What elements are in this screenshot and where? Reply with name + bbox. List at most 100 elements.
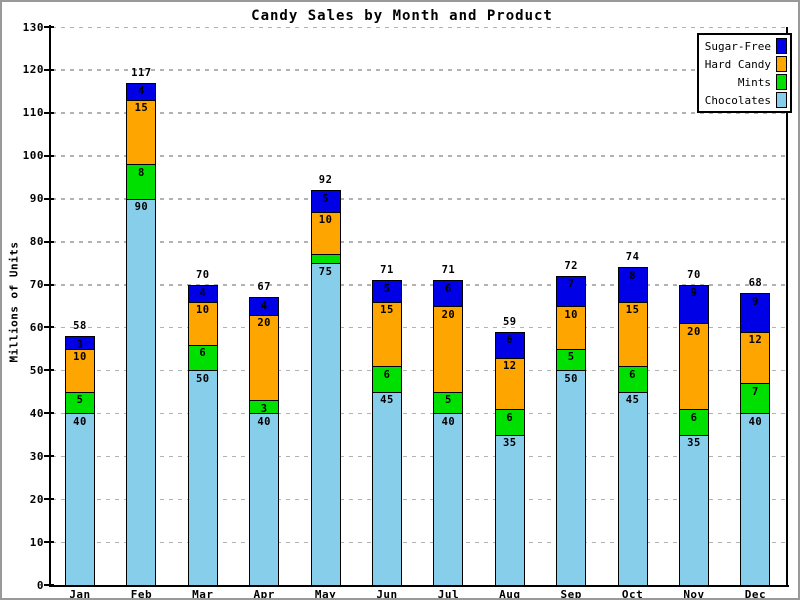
x-tick-label: Nov <box>683 588 705 600</box>
y-axis-line <box>49 25 51 587</box>
x-tick-label: May <box>314 588 337 600</box>
legend-swatch <box>776 56 787 72</box>
bar-segment <box>65 336 95 349</box>
segment-value-label: 6 <box>199 347 207 360</box>
gridline <box>52 498 785 501</box>
segment-value-label: 40 <box>441 415 456 428</box>
x-tick-label: Dec <box>744 588 767 600</box>
y-tick-label: 50 <box>29 363 44 377</box>
segment-value-label: 5 <box>567 351 575 364</box>
y-tick-label: 110 <box>22 106 44 120</box>
bar-segment <box>617 366 648 392</box>
segment-value-label: 20 <box>257 317 272 330</box>
bar-segment <box>65 348 95 392</box>
bar-segment <box>617 391 648 585</box>
bar-segment <box>310 190 341 212</box>
gridline <box>52 198 785 200</box>
segment-value-label: 6 <box>444 282 452 295</box>
x-axis-line <box>49 585 789 587</box>
x-tick-label: Feb <box>130 588 153 600</box>
bar-segment <box>126 82 157 100</box>
bar-segment <box>126 164 157 199</box>
legend-swatch <box>776 38 787 54</box>
gridline <box>52 284 785 286</box>
legend-label: Hard Candy <box>704 57 771 71</box>
bar-segment <box>65 391 95 414</box>
gridline <box>52 241 785 243</box>
segment-value-label: 5 <box>322 192 329 205</box>
segment-value-label: 50 <box>564 372 579 385</box>
bar-segment <box>740 331 771 384</box>
segment-value-label: 9 <box>690 287 698 300</box>
bar-segment <box>617 301 648 367</box>
y-tick-label: 90 <box>29 192 44 206</box>
segment-value-label: 10 <box>73 351 87 364</box>
segment-value-label: 6 <box>383 368 391 381</box>
bar-total-label: 70 <box>687 268 701 281</box>
gridline <box>52 326 785 329</box>
segment-value-label: 5 <box>76 394 84 407</box>
segment-value-label: 35 <box>502 437 517 450</box>
y-tick-label: 70 <box>29 278 44 292</box>
bar-total-label: 74 <box>625 251 640 264</box>
segment-value-label: 15 <box>134 102 149 115</box>
y-tick-label: 30 <box>29 449 44 463</box>
legend: Sugar-Free Hard Candy Mints Chocolates <box>697 33 792 113</box>
bar-segment <box>65 413 95 585</box>
bar-total-label: 70 <box>195 268 210 281</box>
segment-value-label: 5 <box>383 282 391 295</box>
gridline <box>52 455 785 458</box>
bar-total-label: 117 <box>131 66 152 79</box>
y-axis-title: Millions of Units <box>7 241 21 363</box>
segment-value-label: 45 <box>380 394 394 407</box>
bar-segment <box>433 413 464 585</box>
segment-value-label: 35 <box>687 437 701 450</box>
segment-value-label: 45 <box>625 394 640 407</box>
x-tick-label: Apr <box>253 588 275 600</box>
segment-value-label: 5 <box>444 394 452 407</box>
y-tick-label: 60 <box>29 320 44 334</box>
segment-value-label: 4 <box>260 299 268 312</box>
segment-value-label: 12 <box>748 334 763 347</box>
bar-total-label: 71 <box>380 264 394 277</box>
bar-segment <box>740 383 771 414</box>
bar-segment <box>494 357 525 409</box>
y-tick-label: 10 <box>29 535 44 549</box>
x-tick-label: Aug <box>499 588 521 600</box>
x-tick-label: Mar <box>192 588 214 600</box>
legend-swatch <box>776 74 787 90</box>
bar-segment <box>679 323 709 409</box>
segment-value-label: 40 <box>748 415 763 428</box>
y-tick-label: 80 <box>29 235 44 249</box>
y-tick-label: 20 <box>29 492 44 506</box>
bar-segment <box>679 434 709 585</box>
segment-value-label: 10 <box>564 308 579 321</box>
bar-segment <box>433 306 464 392</box>
bar-segment <box>187 370 218 585</box>
bar-segment <box>126 99 157 165</box>
bar-segment <box>372 301 402 367</box>
segment-value-label: 3 <box>260 402 268 415</box>
gridline <box>52 26 785 28</box>
segment-value-label: 4 <box>199 287 207 300</box>
bar-segment <box>494 331 525 358</box>
gridline <box>52 155 785 157</box>
legend-row: Mints <box>702 73 787 91</box>
bar-segment <box>187 284 218 302</box>
bar-segment <box>310 211 341 255</box>
bar-total-label: 58 <box>73 320 87 333</box>
segment-value-label: 15 <box>380 304 394 317</box>
segment-value-label: 50 <box>195 372 210 385</box>
segment-value-label: 7 <box>567 278 575 291</box>
bar-total-label: 68 <box>748 277 763 290</box>
segment-value-label: 6 <box>506 411 514 424</box>
legend-row: Hard Candy <box>702 55 787 73</box>
bar-segment <box>556 370 587 585</box>
x-tick-label: Jan <box>69 588 91 600</box>
segment-value-label: 12 <box>502 360 517 372</box>
segment-value-label: 8 <box>137 166 145 179</box>
y-tick-label: 40 <box>29 406 44 420</box>
x-tick-label: Oct <box>621 588 644 600</box>
gridline <box>52 541 785 544</box>
x-tick-label: Jul <box>437 588 460 600</box>
